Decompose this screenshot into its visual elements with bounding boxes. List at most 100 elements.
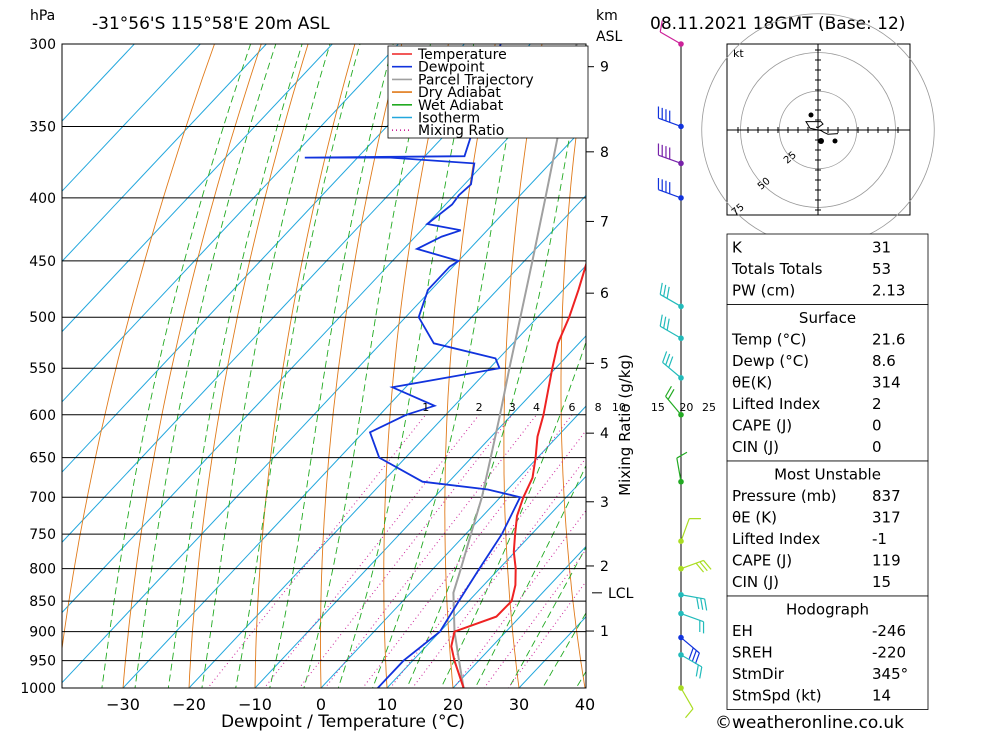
dewpoint-line (304, 44, 522, 688)
stats-row-value: 15 (872, 573, 891, 591)
mixing-ratio-value-label: 6 (569, 401, 576, 414)
pressure-tick-label: 450 (29, 254, 56, 270)
wet-adiabat-line (406, 44, 586, 688)
isotherm-line (386, 475, 586, 688)
pressure-tick-label: 550 (29, 361, 56, 377)
mixing-ratio-line (453, 509, 586, 688)
isotherm-line (320, 405, 586, 688)
wind-barb-flag (665, 353, 671, 366)
wind-level-dot (678, 610, 684, 617)
wind-barb-flag (699, 666, 703, 679)
wind-barb-flag (688, 647, 694, 660)
mixing-ratio-line (263, 414, 480, 688)
stats-row-label: θE (K) (732, 509, 777, 527)
stats-row-value: 2.13 (872, 282, 905, 300)
stats-row-label: θE(K) (732, 374, 772, 392)
temperature-line (450, 261, 586, 688)
dry-adiabat-line (122, 44, 262, 688)
stats-row-label: Lifted Index (732, 395, 820, 413)
km-unit-label: km (596, 8, 618, 24)
wind-level-dot (678, 160, 684, 167)
pressure-tick-label: 1000 (20, 681, 56, 697)
asl-unit-label: ASL (596, 29, 622, 45)
temperature-tick-label: 10 (377, 695, 397, 714)
stats-block-title: Most Unstable (774, 466, 881, 484)
dry-adiabat-line (383, 44, 449, 688)
wind-barb-staff (680, 687, 694, 710)
profile-curves (304, 44, 586, 688)
temperature-tick-label: 30 (509, 695, 529, 714)
pressure-tick-label: 700 (29, 490, 56, 506)
stats-row-label: Dewp (°C) (732, 352, 809, 370)
wind-barb-flag (667, 389, 675, 400)
datetime-title: 08.11.2021 18GMT (Base: 12) (650, 14, 905, 34)
wind-barb-staff (680, 518, 690, 542)
mixing-ratio-labels: 1 2 3 4 6 8 10 15 20 25 (422, 401, 716, 414)
mixing-ratio-value-label: 4 (533, 401, 540, 414)
stats-row-value: 8.6 (872, 352, 896, 370)
stats-row-value: 53 (872, 260, 891, 278)
wind-barb (659, 20, 684, 47)
stats-row-label: CAPE (J) (732, 417, 792, 435)
stats-row-label: CAPE (J) (732, 552, 792, 570)
dry-adiabat-line (254, 44, 356, 688)
wind-level-dot (678, 591, 684, 598)
wet-adiabat-line (474, 464, 586, 688)
wet-adiabat-line (235, 44, 361, 688)
wind-barb (659, 282, 684, 310)
stats-row-label: CIN (J) (732, 573, 779, 591)
wind-barb-flag (676, 451, 688, 459)
dry-adiabat-line (560, 59, 586, 688)
mixing-ratio-value-label: 25 (702, 401, 716, 414)
stats-row-value: 0 (872, 438, 882, 456)
stats-block-title: Hodograph (786, 601, 869, 619)
hodograph-trace (805, 121, 839, 135)
mixing-ratio-value-label: 2 (476, 401, 483, 414)
wet-adiabat-line (372, 44, 526, 688)
legend-entry: Dry Adiabat (418, 85, 501, 101)
wind-level-dot (678, 652, 684, 658)
wind-barb-flag (666, 286, 670, 299)
mixing-ratio-axis-label: Mixing Ratio (g/kg) (616, 354, 634, 496)
km-tick-label: 8 (600, 145, 609, 161)
x-axis-label: Dewpoint / Temperature (°C) (221, 712, 465, 732)
pressure-tick-label: 900 (29, 625, 56, 641)
wind-barb (678, 652, 703, 679)
dry-adiabat-line (916, 26, 1000, 714)
wind-barb-flag (665, 385, 672, 397)
mixing-ratio-line (207, 414, 427, 688)
stats-row-label: PW (cm) (732, 282, 795, 300)
isotherm-line (122, 194, 586, 688)
stats-row-label: StmDir (732, 665, 785, 683)
pressure-tick-label: 500 (29, 310, 56, 326)
wet-adiabat-line (542, 612, 586, 688)
dry-adiabat-line (503, 44, 543, 688)
parcel-trajectory-line (452, 44, 578, 688)
wind-barb-flag (694, 652, 700, 665)
isotherm-line (62, 124, 586, 684)
stats-row-label: StmSpd (kt) (732, 687, 822, 705)
wind-level-dot (678, 478, 684, 485)
wind-barb-flag (704, 598, 708, 611)
stats-row-label: Totals Totals (731, 260, 823, 278)
legend-entry: Wet Adiabat (418, 98, 504, 114)
pressure-tick-label: 350 (29, 119, 56, 135)
wet-adiabat-line (101, 44, 252, 688)
plot-background-lines (62, 26, 1000, 714)
wind-barb (676, 451, 688, 485)
dry-adiabat-line (444, 44, 496, 688)
stats-row-value: 345° (872, 665, 908, 683)
wind-level-dot (678, 538, 684, 545)
wet-adiabat-line (134, 44, 277, 688)
isotherm-line (62, 44, 400, 403)
temperature-tick-label: −30 (106, 695, 140, 714)
wind-level-dot (678, 685, 684, 691)
wind-barb-flag (663, 316, 667, 329)
website-credit[interactable]: ©weatheronline.co.uk (715, 713, 904, 733)
wind-level-dot (678, 335, 684, 342)
stats-row-label: Temp (°C) (731, 331, 806, 349)
km-tick-label: 4 (600, 426, 609, 442)
stats-block (726, 595, 929, 710)
wind-barb (659, 314, 684, 342)
